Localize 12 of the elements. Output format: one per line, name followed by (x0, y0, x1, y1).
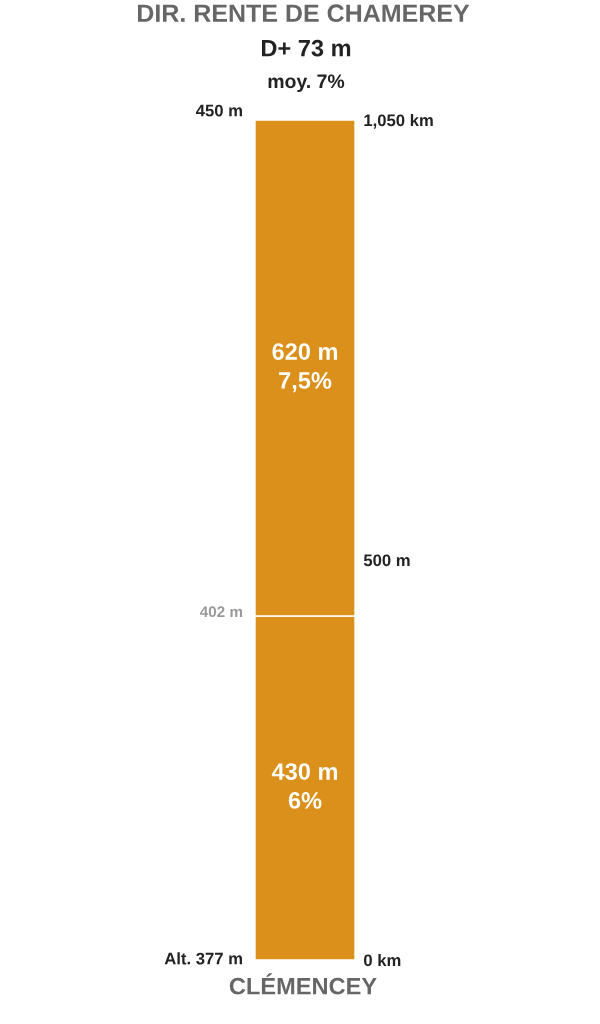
text: 450 m (196, 104, 242, 117)
data-label: 620 m 7,5% (272, 343, 338, 393)
text: 402 m (199, 606, 243, 618)
chart-title: DIR. RENTE DE CHAMEREY (137, 4, 470, 23)
chart-subtitle: D+ 73 m (261, 39, 351, 57)
data-label: 430 m 6% (271, 763, 338, 809)
y-tick-label: 1,050 km (364, 113, 433, 129)
text: CLÉMENCEY (229, 973, 377, 995)
text: Alt. 377 m (164, 952, 242, 965)
y-tick-label: 500 m (363, 554, 410, 567)
text: moy. 7% (268, 74, 345, 93)
y-tick-label: 0 km (364, 953, 401, 967)
